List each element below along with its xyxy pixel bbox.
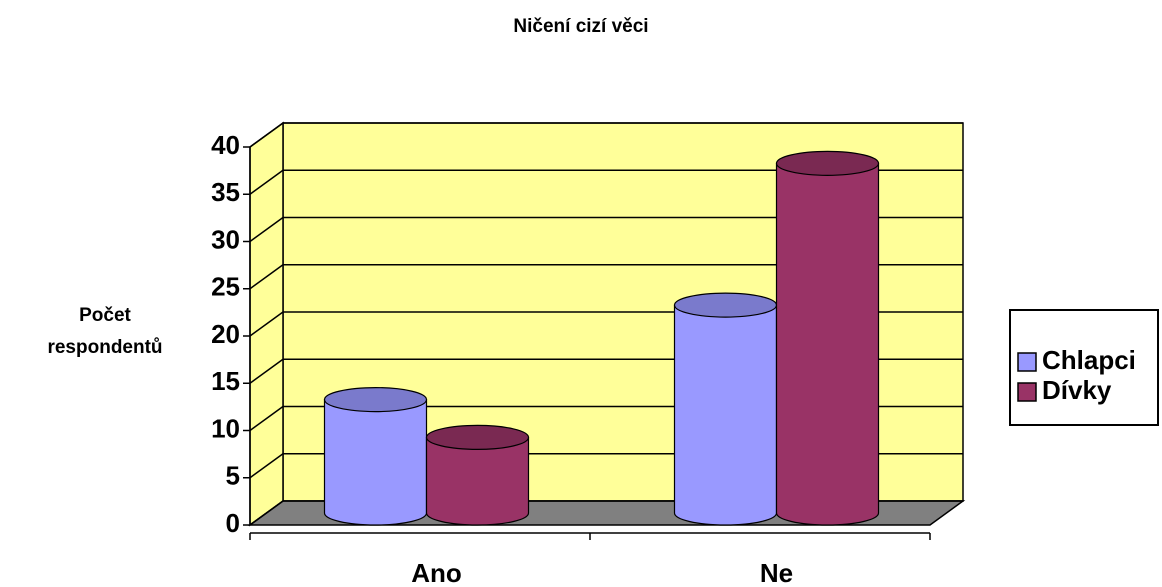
- cylinder: [323, 387, 428, 526]
- grid-line: [249, 500, 284, 526]
- y-tick-label: 15: [211, 366, 240, 396]
- cylinder-top: [425, 424, 530, 450]
- y-tick-label: 5: [226, 461, 240, 491]
- cylinder-top: [775, 150, 880, 176]
- y-tick-label: 20: [211, 319, 240, 349]
- y-tick-label: 25: [211, 272, 240, 302]
- cylinder: [673, 292, 778, 526]
- cylinder-top: [673, 292, 778, 318]
- cylinder-body: [425, 436, 530, 526]
- legend-swatch: [1017, 382, 1037, 402]
- chart-title: Ničení cizí věci: [513, 16, 648, 37]
- cylinder: [425, 424, 530, 526]
- grid-line: [249, 405, 284, 432]
- y-tick-label: 40: [211, 130, 240, 160]
- grid-line: [249, 311, 284, 337]
- y-tick-label: 35: [211, 177, 240, 207]
- legend-label: Dívky: [1042, 375, 1112, 405]
- x-tick-label: Ne: [760, 558, 793, 587]
- y-tick-label: 10: [211, 413, 240, 443]
- grid-line: [249, 122, 284, 148]
- cylinder-body: [323, 399, 428, 526]
- grid-line: [249, 264, 284, 290]
- cylinder-body: [775, 162, 880, 526]
- legend-swatch: [1017, 352, 1037, 372]
- cylinder-top: [323, 387, 428, 413]
- grid-line: [249, 453, 284, 479]
- grid-line: [249, 216, 284, 243]
- cylinder-body: [673, 304, 778, 526]
- y-axis-label: Počet respondentů: [47, 305, 163, 358]
- y-tick-label: 0: [226, 508, 240, 538]
- grid-line: [249, 169, 284, 195]
- y-tick-label: 30: [211, 224, 240, 254]
- cylinder: [775, 150, 880, 526]
- legend-label: Chlapci: [1042, 345, 1136, 375]
- grid-line: [249, 358, 284, 384]
- x-tick-label: Ano: [411, 558, 462, 587]
